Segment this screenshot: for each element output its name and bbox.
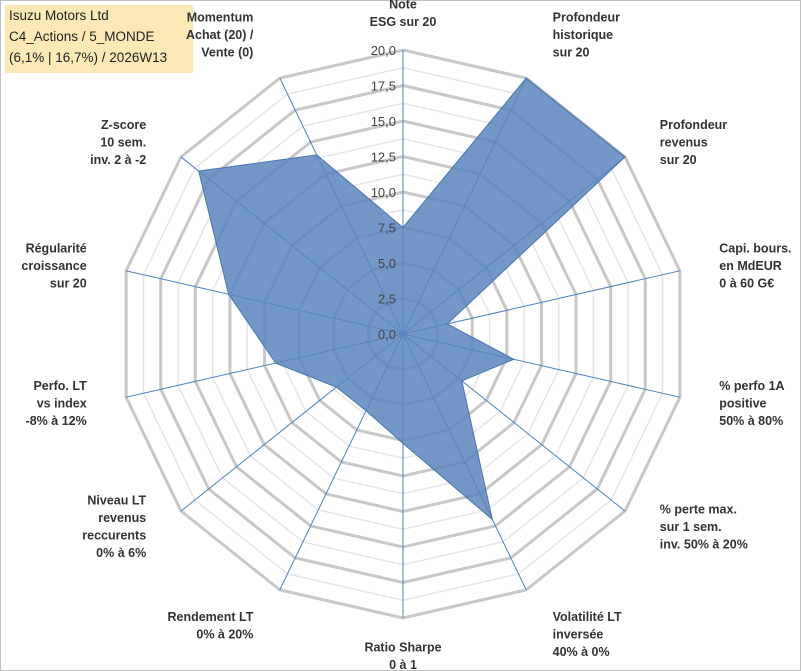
axis-label: Profondeur revenus sur 20 xyxy=(660,118,727,167)
axis-label-line: Note xyxy=(389,0,417,12)
axis-label-line: inv. 2 à -2 xyxy=(90,153,146,167)
axis-label-line: sur 20 xyxy=(50,277,87,291)
axis-label-line: inv. 50% à 20% xyxy=(660,537,748,551)
data-point xyxy=(491,519,493,521)
axis-label-line: revenus xyxy=(660,136,708,150)
radial-tick-label: 5,0 xyxy=(378,256,396,271)
axis-label: Rendement LT 0% à 20% xyxy=(167,610,253,642)
title-box: Isuzu Motors Ltd C4_Actions / 5_MONDE (6… xyxy=(5,5,193,73)
axis-label: % perfo 1A positive 50% à 80% xyxy=(719,379,784,428)
axis-label-line: 0% à 20% xyxy=(196,627,253,641)
axis-label: % perte max. sur 1 sem. inv. 50% à 20% xyxy=(660,502,748,551)
axis-label-line: 0 à 1 xyxy=(389,658,417,671)
radial-tick-label: 20,0 xyxy=(371,43,396,58)
data-point xyxy=(316,154,318,156)
data-point xyxy=(402,227,404,228)
axis-label: Profondeur historique sur 20 xyxy=(553,11,620,60)
radial-tick-label: 17,5 xyxy=(371,79,396,94)
data-point xyxy=(402,442,404,444)
radial-tick-label: 7,5 xyxy=(378,221,396,236)
axis-label-line: Z-score xyxy=(101,118,146,132)
axis-label: Volatilité LT inversée 40% à 0% xyxy=(553,610,622,659)
axis-label-line: 10 sem. xyxy=(100,136,146,150)
axis-label-line: vs index xyxy=(37,396,87,410)
radial-tick-labels: 0,0 2,5 5,0 7,5 10,0 12,5 15,0 17,5 20,0 xyxy=(371,43,396,342)
axis-label-line: revenus xyxy=(98,511,146,525)
data-point xyxy=(624,156,626,158)
axis-label-line: Profondeur xyxy=(553,11,620,25)
axis-label-line: 0% à 6% xyxy=(96,546,146,560)
data-point xyxy=(446,323,448,325)
axis-label-line: croissance xyxy=(21,259,86,273)
axis-label-line: Volatilité LT xyxy=(553,610,622,624)
radial-tick-label: 2,5 xyxy=(378,292,396,307)
axis-labels: Note ESG sur 20 Profondeur historique sur 20… xyxy=(21,0,791,671)
axis-label-line: ESG sur 20 xyxy=(370,15,437,29)
data-point xyxy=(461,380,463,382)
series-area xyxy=(198,77,626,521)
radar-series xyxy=(198,77,626,521)
data-point xyxy=(365,410,367,412)
axis-label: Niveau LT revenus reccurents 0% à 6% xyxy=(82,494,146,561)
axis-label: Perfo. LT vs index -8% à 12% xyxy=(26,379,88,428)
radial-tick-label: 10,0 xyxy=(371,185,396,200)
title-category: C4_Actions / 5_MONDE xyxy=(9,29,155,44)
axis-spoke xyxy=(402,270,680,335)
axis-label-line: Vente (0) xyxy=(201,46,253,60)
axis-label: Régularité croissance sur 20 xyxy=(21,242,86,291)
title-stats: (6,1% | 16,7%) / 2026W13 xyxy=(9,50,168,65)
axis-label-line: Achat (20) / xyxy=(186,28,254,42)
axis-label: Momentum Achat (20) / Vente (0) xyxy=(186,11,254,60)
radial-tick-label: 0,0 xyxy=(378,327,396,342)
axis-label-line: -8% à 12% xyxy=(26,414,87,428)
axis-label: Capi. bours. en MdEUR 0 à 60 G€ xyxy=(719,242,791,291)
axis-label-line: Perfo. LT xyxy=(33,379,87,393)
axis-label-line: Niveau LT xyxy=(87,494,146,508)
axis-label-line: positive xyxy=(719,396,766,410)
axis-label-line: % perfo 1A xyxy=(719,379,784,393)
axis-label-line: sur 20 xyxy=(660,153,697,167)
axis-label-line: inversée xyxy=(553,627,604,641)
axis-label-line: reccurents xyxy=(82,529,146,543)
axis-label-line: Momentum xyxy=(187,11,254,25)
axis-label-line: sur 1 sem. xyxy=(660,520,722,534)
data-point xyxy=(275,362,277,364)
axis-label-line: Profondeur xyxy=(660,118,727,132)
data-point xyxy=(228,293,230,295)
axis-label-line: 50% à 80% xyxy=(719,414,783,428)
data-point xyxy=(335,386,337,388)
data-point xyxy=(525,77,527,79)
axis-label-line: % perte max. xyxy=(660,502,737,516)
axis-label-line: 40% à 0% xyxy=(553,645,610,659)
axis-label-line: Régularité xyxy=(26,242,87,256)
axis-label: Z-score 10 sem. inv. 2 à -2 xyxy=(90,118,146,167)
axis-label-line: 0 à 60 G€ xyxy=(719,277,774,291)
axis-label-line: en MdEUR xyxy=(719,259,782,273)
axis-label-line: Ratio Sharpe xyxy=(364,641,441,655)
axis-label-line: sur 20 xyxy=(553,46,590,60)
radial-tick-label: 12,5 xyxy=(371,150,396,165)
axis-label-line: historique xyxy=(553,28,613,42)
axis-label-line: Rendement LT xyxy=(167,610,253,624)
data-point xyxy=(513,358,515,360)
radial-tick-label: 15,0 xyxy=(371,114,396,129)
axis-label: Note ESG sur 20 xyxy=(370,0,437,29)
axis-label-line: Capi. bours. xyxy=(719,242,791,256)
title-company: Isuzu Motors Ltd xyxy=(9,8,109,23)
data-point xyxy=(198,170,200,172)
axis-label: Ratio Sharpe 0 à 1 xyxy=(364,641,441,671)
